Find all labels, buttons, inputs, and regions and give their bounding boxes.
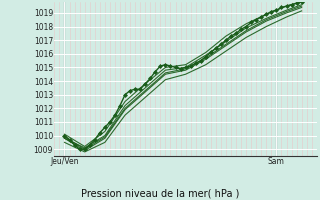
Text: Pression niveau de la mer( hPa ): Pression niveau de la mer( hPa ) [81, 188, 239, 198]
